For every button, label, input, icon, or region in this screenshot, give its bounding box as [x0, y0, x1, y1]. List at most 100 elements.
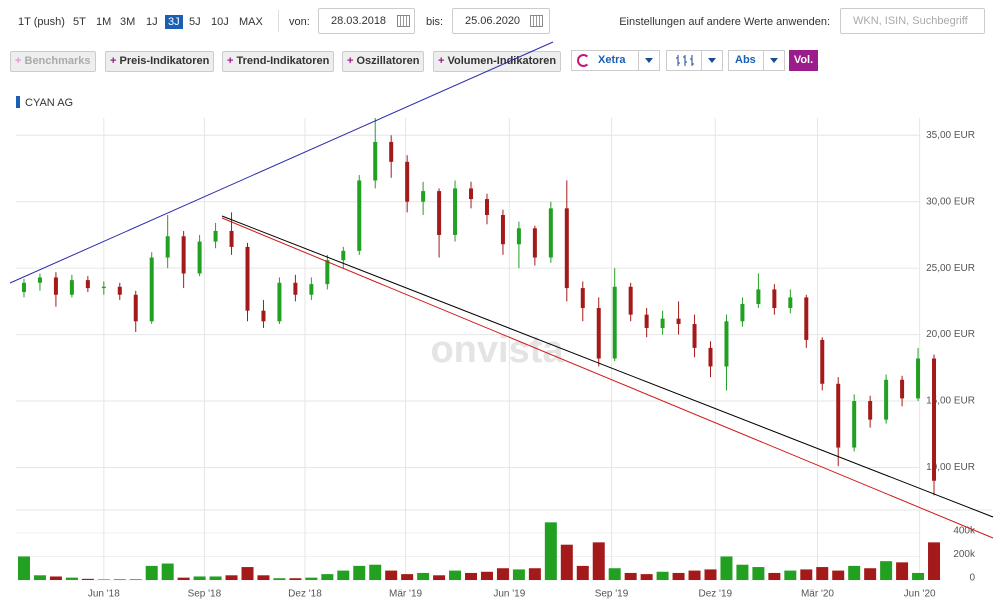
button-label: Trend-Indikatoren [236, 55, 330, 67]
button-label: Oszillatoren [356, 55, 420, 67]
candle-body [101, 286, 106, 289]
volume-bar [528, 568, 541, 580]
candle-body [293, 282, 298, 295]
candle-body [53, 277, 58, 295]
x-tick-label: Jun '19 [493, 589, 525, 600]
candle-body [245, 246, 250, 311]
candle-body [516, 228, 521, 245]
candle-body [788, 297, 793, 309]
volume-bar [720, 556, 733, 580]
volume-bar [49, 576, 62, 580]
exchange-dropdown[interactable]: Xetra [571, 50, 660, 71]
volume-bar [496, 568, 509, 580]
candle-body [37, 277, 42, 283]
range[interactable]: 5J [189, 16, 201, 28]
calendar-icon[interactable] [530, 15, 543, 27]
volume-bar [193, 576, 206, 580]
legend-swatch [16, 96, 20, 108]
range[interactable]: 1M [96, 16, 112, 28]
candle-body [772, 289, 777, 309]
indicator-button[interactable]: + Oszillatoren [342, 51, 425, 72]
from-date: 28.03.2018 [331, 15, 387, 27]
candle-body [197, 241, 202, 274]
volume-bar [608, 568, 621, 580]
volume-bar [640, 574, 653, 580]
candle-body [453, 188, 458, 235]
indicator-button[interactable]: + Trend-Indikatoren [222, 51, 335, 72]
from-label: von: [289, 16, 310, 28]
apply-label: Einstellungen auf andere Werte anwenden: [619, 16, 830, 28]
candle-body [437, 191, 442, 235]
y-tick-label: 10,00 EUR [926, 462, 975, 473]
volume-bar [433, 575, 446, 580]
candle-body [532, 228, 537, 258]
candle-body [373, 141, 378, 181]
volume-bar [145, 565, 158, 580]
candle-body [325, 260, 330, 285]
range[interactable]: 1J [146, 16, 158, 28]
candle-body [644, 314, 649, 328]
trendline [221, 217, 994, 539]
candle-body [708, 347, 713, 367]
candle-body [596, 308, 601, 359]
range[interactable]: MAX [239, 16, 263, 28]
indicator-button[interactable]: + Volumen-Indikatoren [433, 51, 562, 72]
charttype-dropdown[interactable] [666, 50, 723, 71]
indicator-button[interactable]: + Preis-Indikatoren [105, 51, 215, 72]
candle-body [932, 358, 937, 481]
volume-bar [480, 571, 493, 580]
volume-bar [209, 576, 222, 580]
volume-bar [576, 565, 589, 580]
range[interactable]: 1T (push) [18, 16, 65, 28]
volume-bar [289, 578, 302, 580]
candle-body [21, 282, 26, 293]
volume-bar [768, 572, 781, 580]
candle-body [884, 379, 889, 420]
range[interactable]: 5T [73, 16, 86, 28]
volume-bar [560, 544, 573, 580]
volume-bar [257, 575, 270, 580]
range-active[interactable]: 3J [165, 15, 183, 29]
candle-body [660, 318, 665, 328]
x-tick-label: Dez '18 [288, 589, 322, 600]
x-tick-label: Mär '19 [389, 589, 422, 600]
search-input[interactable]: WKN, ISIN, Suchbegriff [840, 8, 985, 34]
volume-bar [784, 570, 797, 580]
caret [701, 51, 722, 70]
candle-body [181, 236, 186, 274]
to-input[interactable]: 25.06.2020 [452, 8, 550, 34]
separator [278, 10, 279, 32]
volume-bar [17, 556, 30, 580]
volume-bar [241, 567, 254, 580]
candle-body [261, 310, 266, 322]
charttype-icon [676, 55, 694, 66]
candle-body [149, 257, 154, 322]
x-tick-label: Sep '18 [188, 589, 222, 600]
candle-body [133, 294, 138, 322]
candle-body [484, 199, 489, 216]
candle-body [740, 304, 745, 322]
candle-body [820, 339, 825, 384]
volume-bar [449, 570, 462, 580]
volume-bar [177, 577, 190, 580]
y-tick-label: 35,00 EUR [926, 130, 975, 141]
candle-body [117, 286, 122, 295]
candle-body [612, 286, 617, 359]
candle-body [277, 282, 282, 322]
range[interactable]: 3M [120, 16, 136, 28]
volume-toggle[interactable]: Vol. [789, 50, 818, 71]
y-tick-label: 30,00 EUR [926, 196, 975, 207]
range[interactable]: 10J [211, 16, 229, 28]
volume-bar [544, 522, 557, 580]
x-tick-label: Dez '19 [698, 589, 732, 600]
candle-body [900, 379, 905, 399]
mode-dropdown[interactable]: Abs [728, 50, 785, 71]
from-input[interactable]: 28.03.2018 [318, 8, 415, 34]
volume-bar [33, 575, 46, 580]
benchmark-button[interactable]: + Benchmarks [10, 51, 96, 72]
candle-body [229, 230, 234, 247]
calendar-icon[interactable] [397, 15, 410, 27]
volume-tick-label: 400k [953, 526, 976, 537]
volume-bar [672, 572, 685, 580]
